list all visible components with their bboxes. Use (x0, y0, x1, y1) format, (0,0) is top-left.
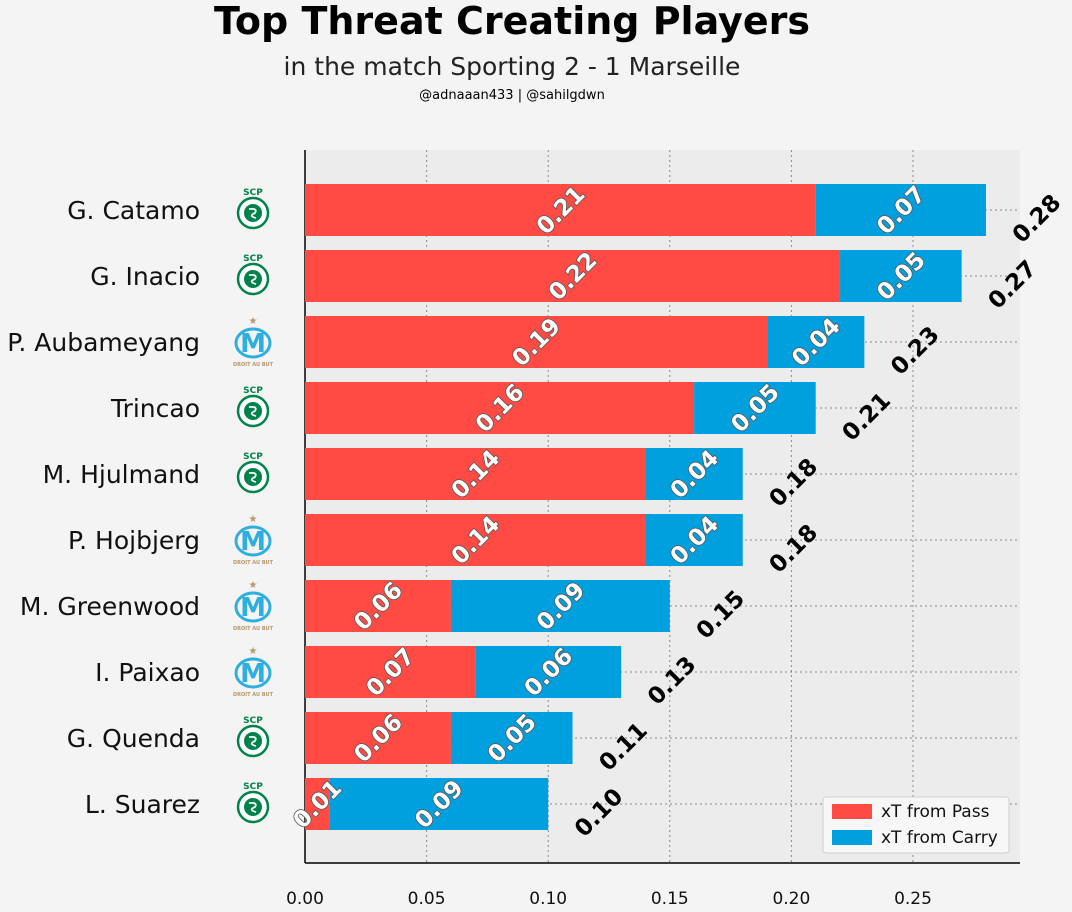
bar-pass (305, 712, 451, 764)
chart-credit: @adnaaan433 | @sahilgdwn (419, 88, 605, 103)
bar-pass (305, 514, 646, 566)
marseille-logo-ring (234, 525, 272, 557)
bar-carry (840, 250, 962, 302)
chart-title: Top Threat Creating Players (214, 0, 810, 43)
bar-pass (305, 382, 695, 434)
x-tick-label: 0.05 (408, 889, 446, 909)
marseille-logo-mark: M (240, 593, 266, 623)
player-label: G. Catamo (67, 196, 200, 225)
bar-carry (694, 382, 816, 434)
player-label: P. Hojbjerg (68, 526, 200, 555)
marseille-logo-icon: ★ M DROIT AU BUT (233, 580, 274, 632)
sporting-lion-icon (248, 207, 257, 219)
marseille-star-icon: ★ (249, 316, 258, 327)
sporting-lion-icon (248, 735, 257, 747)
marseille-star-icon: ★ (249, 514, 258, 525)
legend-label-pass: xT from Pass (881, 802, 990, 822)
sporting-lion-icon (248, 405, 257, 417)
marseille-logo-motto: DROIT AU BUT (233, 692, 274, 698)
sporting-logo-text: SCP (243, 782, 263, 792)
sporting-logo-icon: SCP (236, 254, 270, 296)
marseille-logo-ring (234, 591, 272, 623)
bar-carry (645, 448, 743, 500)
x-tick-label: 0.15 (651, 889, 689, 909)
bar-carry (329, 778, 549, 830)
marseille-logo-icon: ★ M DROIT AU BUT (233, 514, 274, 566)
x-tick-label: 0.00 (286, 889, 324, 909)
player-label: P. Aubameyang (7, 328, 200, 357)
sporting-logo-icon: SCP (236, 188, 270, 230)
marseille-star-icon: ★ (249, 580, 258, 591)
sporting-logo-icon: SCP (236, 716, 270, 758)
sporting-lion-icon (248, 471, 257, 483)
chart-subtitle: in the match Sporting 2 - 1 Marseille (283, 52, 741, 81)
marseille-logo-mark: M (240, 527, 266, 557)
marseille-logo-motto: DROIT AU BUT (233, 560, 274, 566)
sporting-logo-text: SCP (243, 716, 263, 726)
player-label: M. Greenwood (20, 592, 200, 621)
bar-pass (305, 316, 768, 368)
legend-swatch-carry (832, 830, 872, 845)
x-tick-label: 0.25 (894, 889, 932, 909)
legend-label-carry: xT from Carry (881, 828, 998, 848)
sporting-logo-text: SCP (243, 386, 263, 396)
marseille-logo-icon: ★ M DROIT AU BUT (233, 646, 274, 698)
marseille-logo-mark: M (240, 659, 266, 689)
bar-carry (475, 646, 622, 698)
player-label: M. Hjulmand (43, 460, 200, 489)
marseille-logo-motto: DROIT AU BUT (233, 626, 274, 632)
sporting-lion-icon (248, 801, 257, 813)
sporting-logo-text: SCP (243, 188, 263, 198)
sporting-logo-icon: SCP (236, 782, 270, 824)
bar-pass (305, 580, 451, 632)
bar-pass (305, 646, 476, 698)
bar-pass (305, 184, 816, 236)
bar-carry (450, 712, 573, 764)
sporting-logo-text: SCP (243, 452, 263, 462)
player-label: Trincao (110, 394, 200, 423)
marseille-logo-mark: M (240, 329, 266, 359)
bar-carry (815, 184, 986, 236)
bar-carry (645, 514, 743, 566)
bar-carry (767, 316, 865, 368)
x-tick-label: 0.10 (529, 889, 567, 909)
marseille-star-icon: ★ (249, 646, 258, 657)
player-label: G. Quenda (67, 724, 200, 753)
bar-pass (305, 778, 330, 830)
bar-carry (450, 580, 670, 632)
player-label: I. Paixao (95, 658, 200, 687)
marseille-logo-ring (234, 657, 272, 689)
player-label: L. Suarez (85, 790, 200, 819)
sporting-lion-icon (248, 273, 257, 285)
sporting-logo-icon: SCP (236, 386, 270, 428)
marseille-logo-ring (234, 327, 272, 359)
bar-pass (305, 448, 646, 500)
sporting-logo-text: SCP (243, 254, 263, 264)
marseille-logo-icon: ★ M DROIT AU BUT (233, 316, 274, 368)
x-tick-label: 0.20 (772, 889, 810, 909)
legend-swatch-pass (832, 804, 872, 819)
player-label: G. Inacio (90, 262, 200, 291)
bar-pass (305, 250, 841, 302)
sporting-logo-icon: SCP (236, 452, 270, 494)
marseille-logo-motto: DROIT AU BUT (233, 362, 274, 368)
